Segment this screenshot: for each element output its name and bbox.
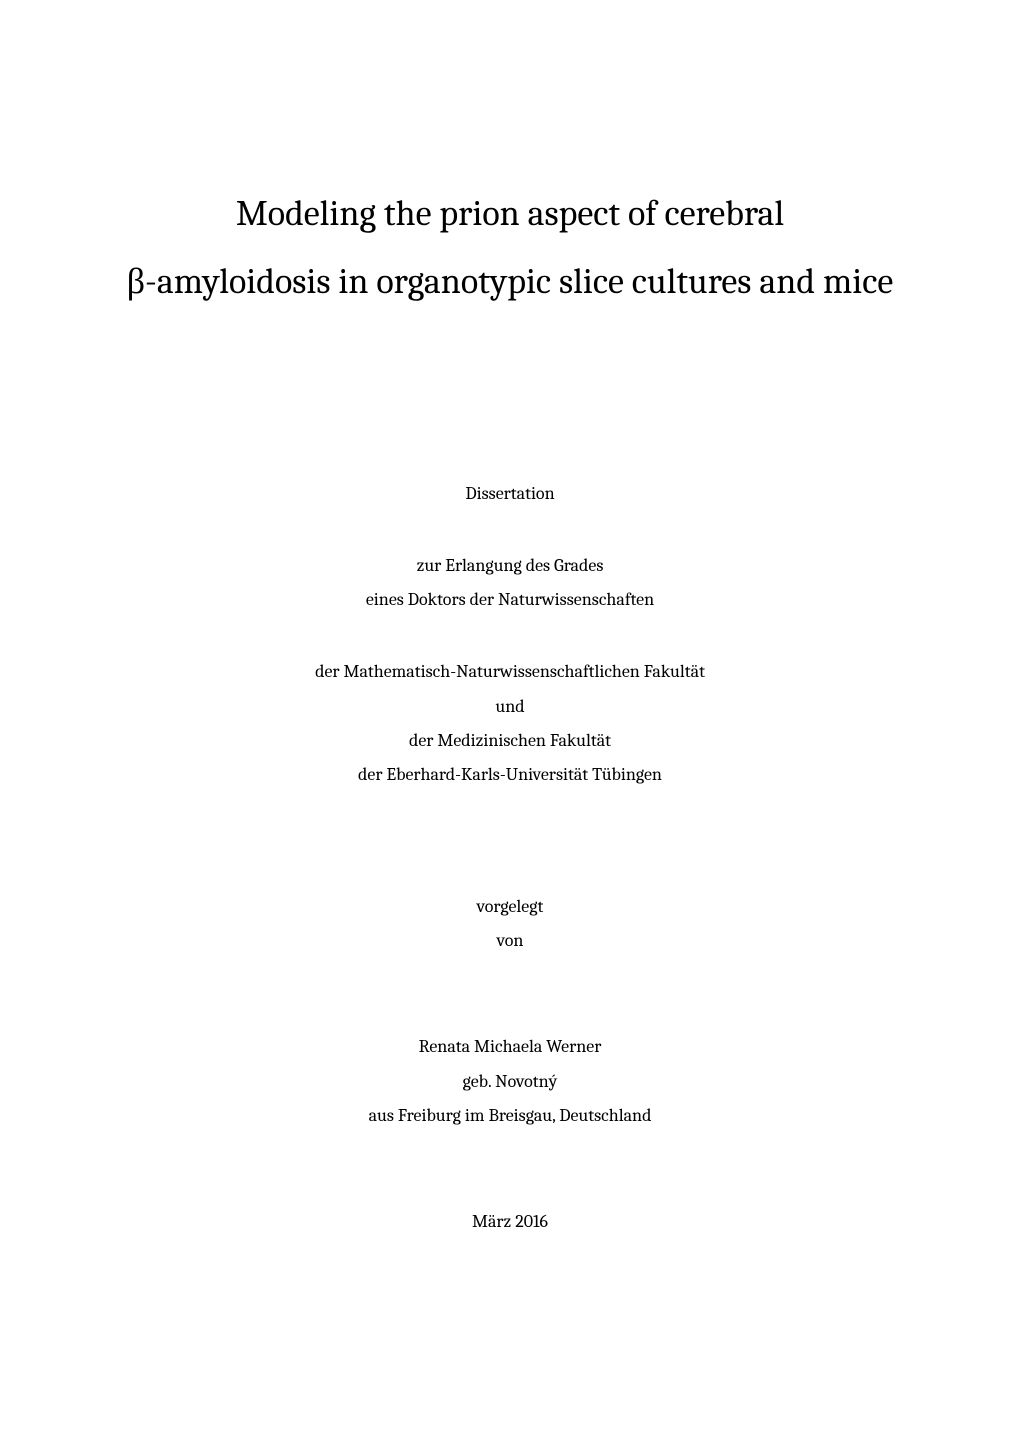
- submitted-line-1: vorgelegt: [0, 890, 1020, 924]
- dissertation-title: Modeling the prion aspect of cerebral β-…: [60, 180, 960, 317]
- spacer: [0, 958, 1020, 1030]
- author-origin: aus Freiburg im Breisgau, Deutschland: [0, 1099, 1020, 1133]
- title-line-2: β-amyloidosis in organotypic slice cultu…: [127, 261, 894, 302]
- spacer: [0, 511, 1020, 549]
- author-block: Renata Michaela Werner geb. Novotný aus …: [0, 1030, 1020, 1133]
- date: März 2016: [0, 1205, 1020, 1239]
- grade-line-1: zur Erlangung des Grades: [0, 549, 1020, 583]
- grade-line-2: eines Doktors der Naturwissenschaften: [0, 583, 1020, 617]
- faculty-line-1: der Mathematisch-Naturwissenschaftlichen…: [0, 655, 1020, 689]
- author-name: Renata Michaela Werner: [0, 1030, 1020, 1064]
- faculty-line-4: der Eberhard-Karls-Universität Tübingen: [0, 758, 1020, 792]
- spacer: [0, 1133, 1020, 1205]
- grade-block: zur Erlangung des Grades eines Doktors d…: [0, 549, 1020, 617]
- faculty-line-3: der Medizinischen Fakultät: [0, 724, 1020, 758]
- faculty-line-2: und: [0, 690, 1020, 724]
- title-page: Modeling the prion aspect of cerebral β-…: [0, 0, 1020, 1443]
- spacer: [0, 617, 1020, 655]
- title-line-1: Modeling the prion aspect of cerebral: [236, 193, 784, 234]
- submitted-line-2: von: [0, 924, 1020, 958]
- author-maiden: geb. Novotný: [0, 1065, 1020, 1099]
- dissertation-label: Dissertation: [0, 477, 1020, 511]
- spacer: [0, 405, 1020, 477]
- faculty-block: der Mathematisch-Naturwissenschaftlichen…: [0, 655, 1020, 792]
- submitted-block: vorgelegt von: [0, 890, 1020, 958]
- spacer: [0, 792, 1020, 890]
